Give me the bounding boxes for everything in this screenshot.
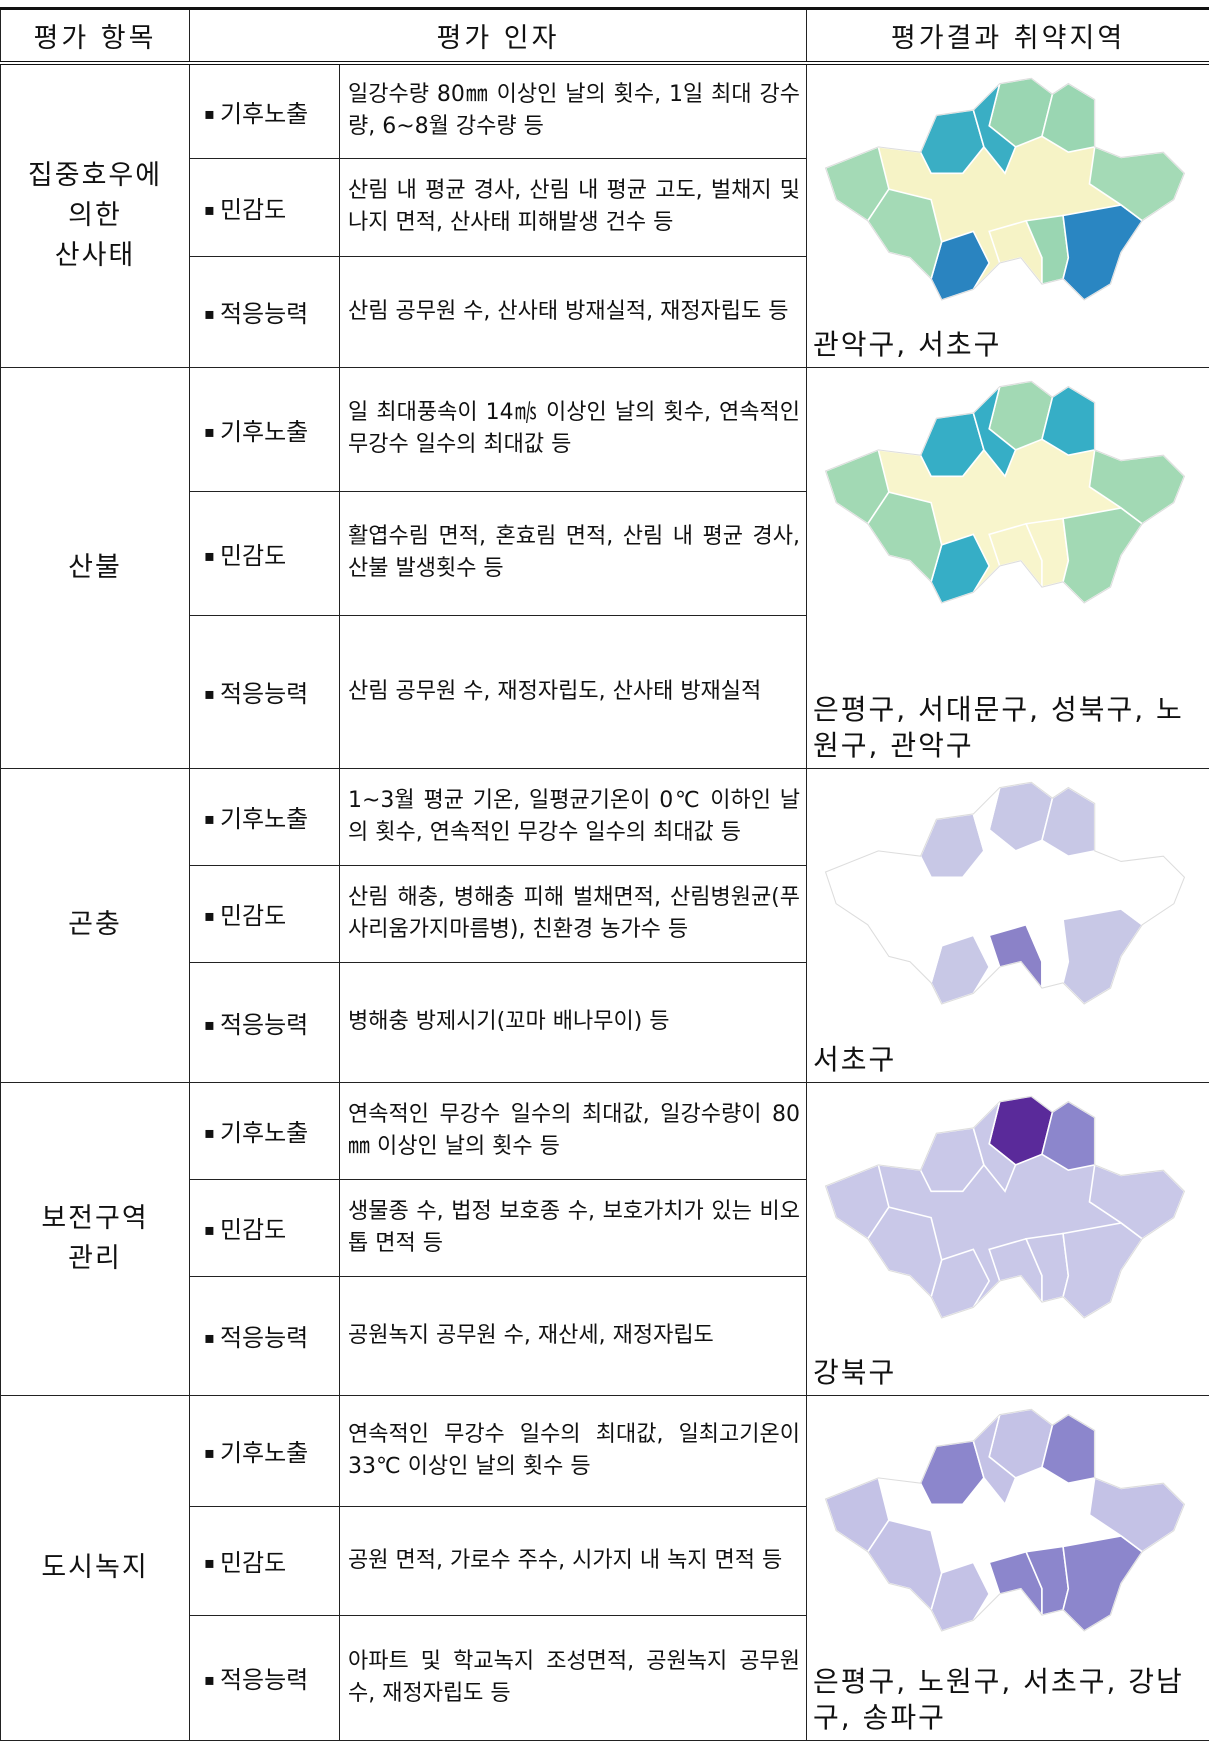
district-map xyxy=(815,1404,1195,1664)
result-text: 은평구, 서대문구, 성북구, 노원구, 관악구 xyxy=(807,692,1209,768)
header-cell: 평가 항목 xyxy=(1,9,190,64)
district-map xyxy=(815,777,1195,1037)
factor-text: 공원녹지 공무원 수, 재산세, 재정자립도 xyxy=(340,1276,807,1395)
factor-text: 산림 내 평균 경사, 산림 내 평균 고도, 벌채지 및 나지 면적, 산사태… xyxy=(340,158,807,256)
header-cell: 평가 인자 xyxy=(190,9,807,64)
factor-text: 일강수량 80㎜ 이상인 날의 횟수, 1일 최대 강수량, 6~8월 강수량 … xyxy=(340,63,807,158)
factor-type: 적응능력 xyxy=(190,615,340,768)
result-cell: 은평구, 서대문구, 성북구, 노원구, 관악구 xyxy=(807,367,1209,768)
result-cell: 은평구, 노원구, 서초구, 강남구, 송파구 xyxy=(807,1395,1209,1740)
map-district xyxy=(1063,507,1142,602)
factor-text: 활엽수림 면적, 혼효림 면적, 산림 내 평균 경사, 산불 발생횟수 등 xyxy=(340,491,807,615)
factor-type: 민감도 xyxy=(190,865,340,962)
result-text: 강북구 xyxy=(807,1355,1209,1395)
result-cell: 관악구, 서초구 xyxy=(807,63,1209,367)
table-row: 도시녹지기후노출연속적인 무강수 일수의 최대값, 일최고기온이 33℃ 이상인… xyxy=(1,1395,1209,1506)
result-text: 서초구 xyxy=(807,1042,1209,1082)
factor-text: 산림 해충, 병해충 피해 벌채면적, 산림병원균(푸사리움가지마름병), 친환… xyxy=(340,865,807,962)
district-map xyxy=(815,73,1195,327)
result-cell: 서초구 xyxy=(807,768,1209,1082)
factor-type: 적응능력 xyxy=(190,1615,340,1740)
district-map xyxy=(815,1091,1195,1351)
factor-type: 적응능력 xyxy=(190,962,340,1082)
factor-type: 민감도 xyxy=(190,158,340,256)
factor-type: 기후노출 xyxy=(190,1082,340,1179)
factor-text: 연속적인 무강수 일수의 최대값, 일최고기온이 33℃ 이상인 날의 횟수 등 xyxy=(340,1395,807,1506)
factor-text: 일 최대풍속이 14㎧ 이상인 날의 횟수, 연속적인 무강수 일수의 최대값 … xyxy=(340,367,807,491)
factor-text: 산림 공무원 수, 재정자립도, 산사태 방재실적 xyxy=(340,615,807,768)
map-district xyxy=(1063,1222,1142,1317)
result-cell: 강북구 xyxy=(807,1082,1209,1395)
table-row: 보전구역 관리기후노출연속적인 무강수 일수의 최대값, 일강수량이 80㎜ 이… xyxy=(1,1082,1209,1179)
factor-text: 연속적인 무강수 일수의 최대값, 일강수량이 80㎜ 이상인 날의 횟수 등 xyxy=(340,1082,807,1179)
result-text: 관악구, 서초구 xyxy=(807,327,1209,367)
map-district xyxy=(1063,205,1142,300)
factor-type: 민감도 xyxy=(190,1506,340,1615)
header-cell: 평가결과 취약지역 xyxy=(807,9,1209,64)
factor-type: 기후노출 xyxy=(190,768,340,865)
result-text: 은평구, 노원구, 서초구, 강남구, 송파구 xyxy=(807,1664,1209,1740)
factor-type: 기후노출 xyxy=(190,367,340,491)
factor-text: 생물종 수, 법정 보호종 수, 보호가치가 있는 비오톱 면적 등 xyxy=(340,1179,807,1276)
item-cell: 도시녹지 xyxy=(1,1395,190,1740)
map-district xyxy=(1063,908,1142,1003)
table-row: 집중호우에 의한 산사태기후노출일강수량 80㎜ 이상인 날의 횟수, 1일 최… xyxy=(1,63,1209,158)
district-map xyxy=(815,376,1195,636)
item-cell: 산불 xyxy=(1,367,190,768)
table-body: 집중호우에 의한 산사태기후노출일강수량 80㎜ 이상인 날의 횟수, 1일 최… xyxy=(1,63,1209,1740)
factor-type: 민감도 xyxy=(190,1179,340,1276)
factor-type: 적응능력 xyxy=(190,256,340,367)
factor-type: 민감도 xyxy=(190,491,340,615)
factor-text: 공원 면적, 가로수 주수, 시가지 내 녹지 면적 등 xyxy=(340,1506,807,1615)
item-cell: 집중호우에 의한 산사태 xyxy=(1,63,190,367)
factor-type: 적응능력 xyxy=(190,1276,340,1395)
header-row: 평가 항목 평가 인자 평가결과 취약지역 xyxy=(1,9,1209,64)
factor-type: 기후노출 xyxy=(190,63,340,158)
map-district xyxy=(1063,1535,1142,1630)
item-cell: 보전구역 관리 xyxy=(1,1082,190,1395)
item-cell: 곤충 xyxy=(1,768,190,1082)
factor-text: 1~3월 평균 기온, 일평균기온이 0℃ 이하인 날의 횟수, 연속적인 무강… xyxy=(340,768,807,865)
table-row: 산불기후노출일 최대풍속이 14㎧ 이상인 날의 횟수, 연속적인 무강수 일수… xyxy=(1,367,1209,491)
factor-text: 산림 공무원 수, 산사태 방재실적, 재정자립도 등 xyxy=(340,256,807,367)
factor-text: 병해충 방제시기(꼬마 배나무이) 등 xyxy=(340,962,807,1082)
assessment-table: 평가 항목 평가 인자 평가결과 취약지역 집중호우에 의한 산사태기후노출일강… xyxy=(0,7,1209,1741)
table-row: 곤충기후노출1~3월 평균 기온, 일평균기온이 0℃ 이하인 날의 횟수, 연… xyxy=(1,768,1209,865)
factor-type: 기후노출 xyxy=(190,1395,340,1506)
factor-text: 아파트 및 학교녹지 조성면적, 공원녹지 공무원 수, 재정자립도 등 xyxy=(340,1615,807,1740)
